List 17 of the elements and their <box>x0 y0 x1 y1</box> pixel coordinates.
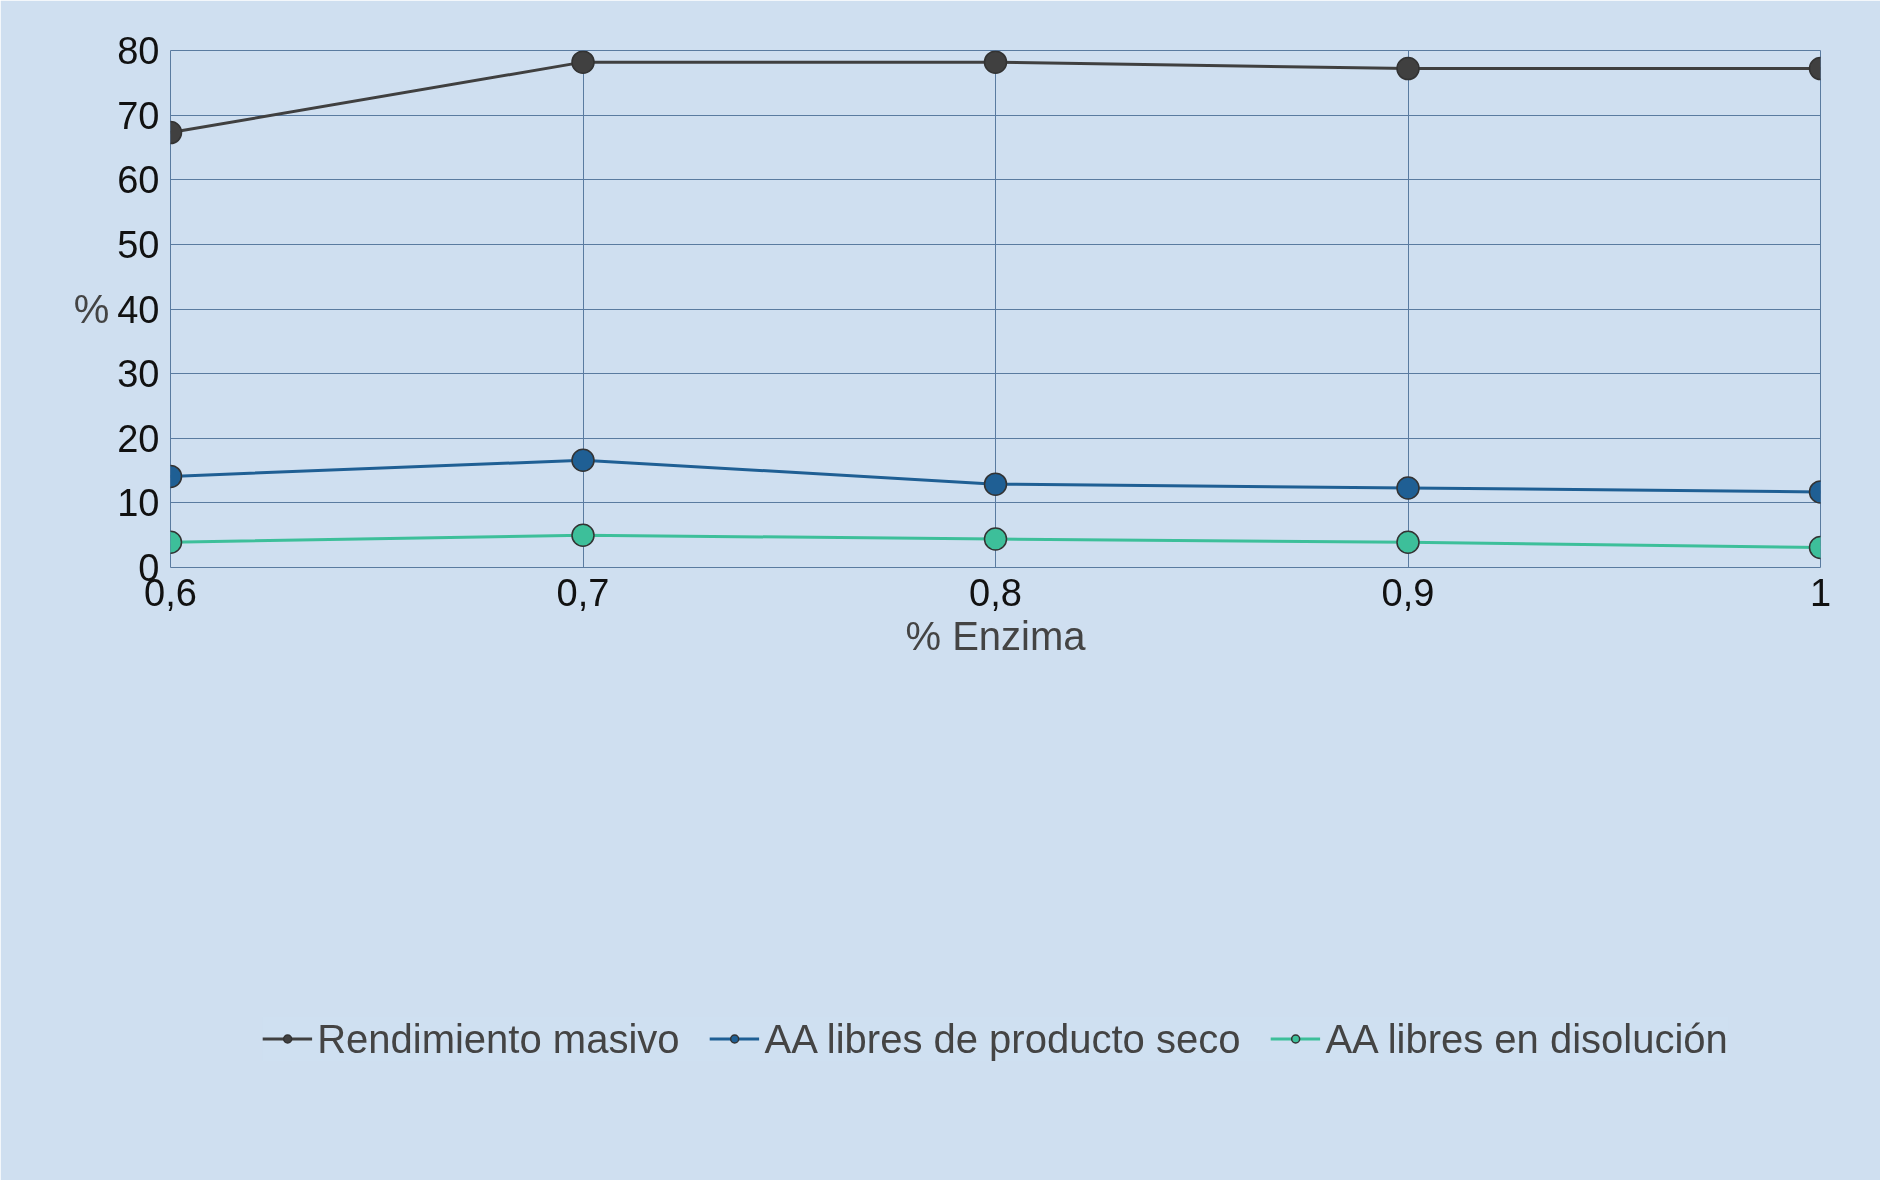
y-tick-label: 80 <box>117 30 160 72</box>
x-tick-label: 0,8 <box>969 571 1022 614</box>
x-tick-label: 1 <box>1809 571 1832 614</box>
x-axis-title: % Enzima <box>905 613 1087 658</box>
y-tick-label: 70 <box>117 94 160 137</box>
legend-label: AA libres en disolución <box>1325 1016 1728 1062</box>
y-tick-label: 10 <box>117 482 160 525</box>
y-axis-title: % <box>73 287 110 331</box>
y-tick-label: 30 <box>117 353 160 396</box>
legend-label: Rendimiento masivo <box>317 1016 680 1062</box>
x-tick-label: 0,7 <box>556 571 610 614</box>
y-tick-label: 50 <box>117 223 160 266</box>
legend-label: AA libres de producto seco <box>764 1016 1241 1062</box>
x-tick-label: 0,9 <box>1381 571 1435 614</box>
y-tick-label: 20 <box>117 417 160 460</box>
y-tick-label: 60 <box>117 159 160 202</box>
y-tick-label: 40 <box>117 288 160 331</box>
